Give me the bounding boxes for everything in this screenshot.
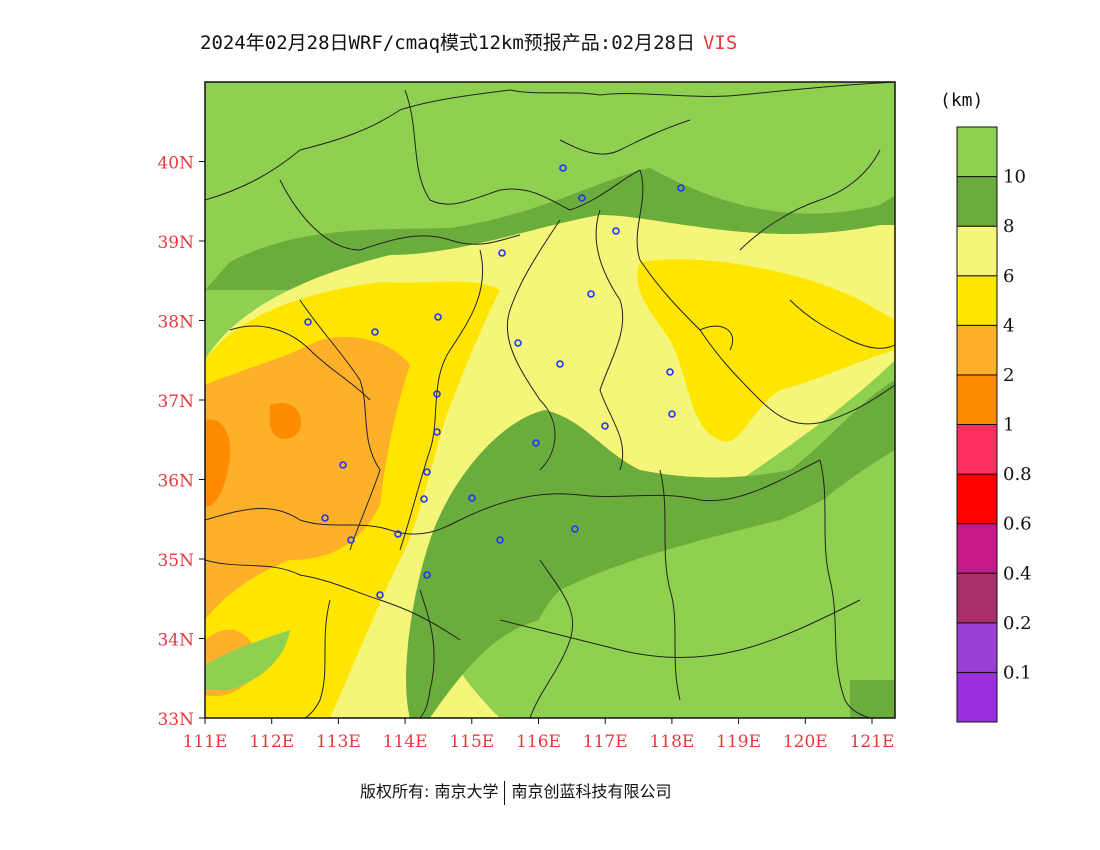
copyright-footer: 版权所有: 南京大学 南京创蓝科技有限公司: [360, 778, 672, 805]
legend-unit: (km): [940, 90, 984, 111]
footer-divider: [504, 780, 506, 805]
lat-tick-label: 34N: [157, 631, 194, 651]
colorbar-label: 10: [1003, 167, 1026, 188]
colorbar-segment: [956, 572, 998, 624]
colorbar-segment: [956, 622, 998, 673]
lon-tick-label: 117E: [583, 732, 628, 752]
title-text: 2024年02月28日WRF/cmaq模式12km预报产品:02月28日: [200, 32, 695, 54]
longitude-axis: 111E 112E 113E 114E 115E 116E 117E 118E 119E 120E…: [183, 718, 895, 752]
lon-tick-label: 118E: [649, 732, 694, 752]
colorbar-label: 0.6: [1003, 514, 1032, 535]
colorbar-label: 0.8: [1003, 464, 1032, 485]
colorbar-segment: [956, 473, 998, 525]
copyright-right: 南京创蓝科技有限公司: [511, 782, 672, 801]
lon-tick-label: 113E: [316, 732, 361, 752]
lon-tick-label: 111E: [183, 732, 228, 752]
colorbar-segment: [956, 126, 998, 178]
lon-tick-label: 115E: [449, 732, 494, 752]
colorbar-segment: [956, 176, 998, 227]
colorbar-segment: [956, 671, 998, 723]
latitude-axis: 33N 34N 35N 36N 37N 38N 39N 40N: [157, 154, 205, 730]
lat-tick-label: 39N: [157, 233, 194, 253]
lon-tick-label: 116E: [516, 732, 561, 752]
variable-label: VIS: [702, 32, 738, 54]
colorbar-label: 8: [1003, 216, 1014, 237]
colorbar-segment: [956, 275, 998, 326]
lon-tick-label: 112E: [249, 732, 294, 752]
lat-tick-label: 40N: [157, 154, 194, 174]
colorbar-label: 0.1: [1003, 662, 1032, 683]
lat-tick-label: 33N: [157, 710, 194, 730]
colorbar-segment: [956, 225, 998, 277]
visibility-field: [205, 82, 895, 718]
colorbar: [956, 126, 998, 723]
colorbar-label: 0.2: [1003, 613, 1032, 634]
lat-tick-label: 37N: [157, 392, 194, 412]
colorbar-labels: 0.1 0.2 0.4 0.6 0.8 1 2 4 6 8 10: [1003, 167, 1032, 684]
lon-tick-label: 119E: [716, 732, 761, 752]
lat-tick-label: 38N: [157, 313, 194, 333]
colorbar-label: 0.4: [1003, 563, 1032, 584]
colorbar-label: 2: [1003, 365, 1014, 386]
colorbar-segment: [956, 424, 998, 475]
colorbar-label: 1: [1003, 415, 1014, 436]
lat-tick-label: 35N: [157, 551, 194, 571]
colorbar-label: 6: [1003, 266, 1014, 287]
lon-tick-label: 121E: [850, 732, 895, 752]
colorbar-segment: [956, 374, 998, 425]
lat-tick-label: 36N: [157, 472, 194, 492]
map-title: 2024年02月28日WRF/cmaq模式12km预报产品:02月28日 VIS: [200, 28, 737, 55]
colorbar-segment: [956, 324, 998, 376]
colorbar-label: 4: [1003, 315, 1014, 336]
lon-tick-label: 114E: [383, 732, 428, 752]
lon-tick-label: 120E: [783, 732, 828, 752]
city-markers: [304, 164, 685, 599]
copyright-left: 版权所有: 南京大学: [360, 782, 499, 801]
colorbar-segment: [956, 523, 998, 574]
